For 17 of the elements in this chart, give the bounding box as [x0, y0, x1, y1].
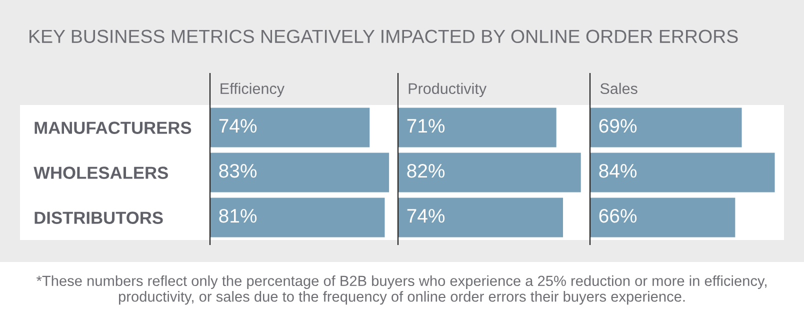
data-label: 84% — [599, 164, 637, 178]
chart-title: Productivity — [408, 82, 487, 98]
text: *These numbers reflect only the percentage of B2B buyers who experience a 25% reduction or more in efficiency, productivity, or sales due to the frequency of online order errors their buyers experience. — [36, 275, 766, 305]
data-label: 82% — [407, 164, 445, 178]
data-label: 74% — [219, 119, 257, 133]
text: KEY BUSINESS METRICS NEGATIVELY IMPACTED BY ONLINE ORDER ERRORS — [30, 30, 738, 44]
data-label: 69% — [599, 118, 637, 133]
data-label: 81% — [219, 208, 257, 223]
y-tick-label: DISTRIBUTORS — [34, 212, 163, 224]
chart-title: Efficiency — [220, 82, 284, 98]
data-label: 66% — [599, 208, 637, 223]
data-label: 83% — [219, 164, 257, 178]
data-label: 74% — [407, 209, 445, 223]
data-label: 71% — [407, 119, 445, 133]
y-tick-label: WHOLESALERS — [34, 166, 168, 179]
chart-title: Sales — [600, 82, 638, 94]
y-tick-label: MANUFACTURERS — [34, 122, 192, 134]
